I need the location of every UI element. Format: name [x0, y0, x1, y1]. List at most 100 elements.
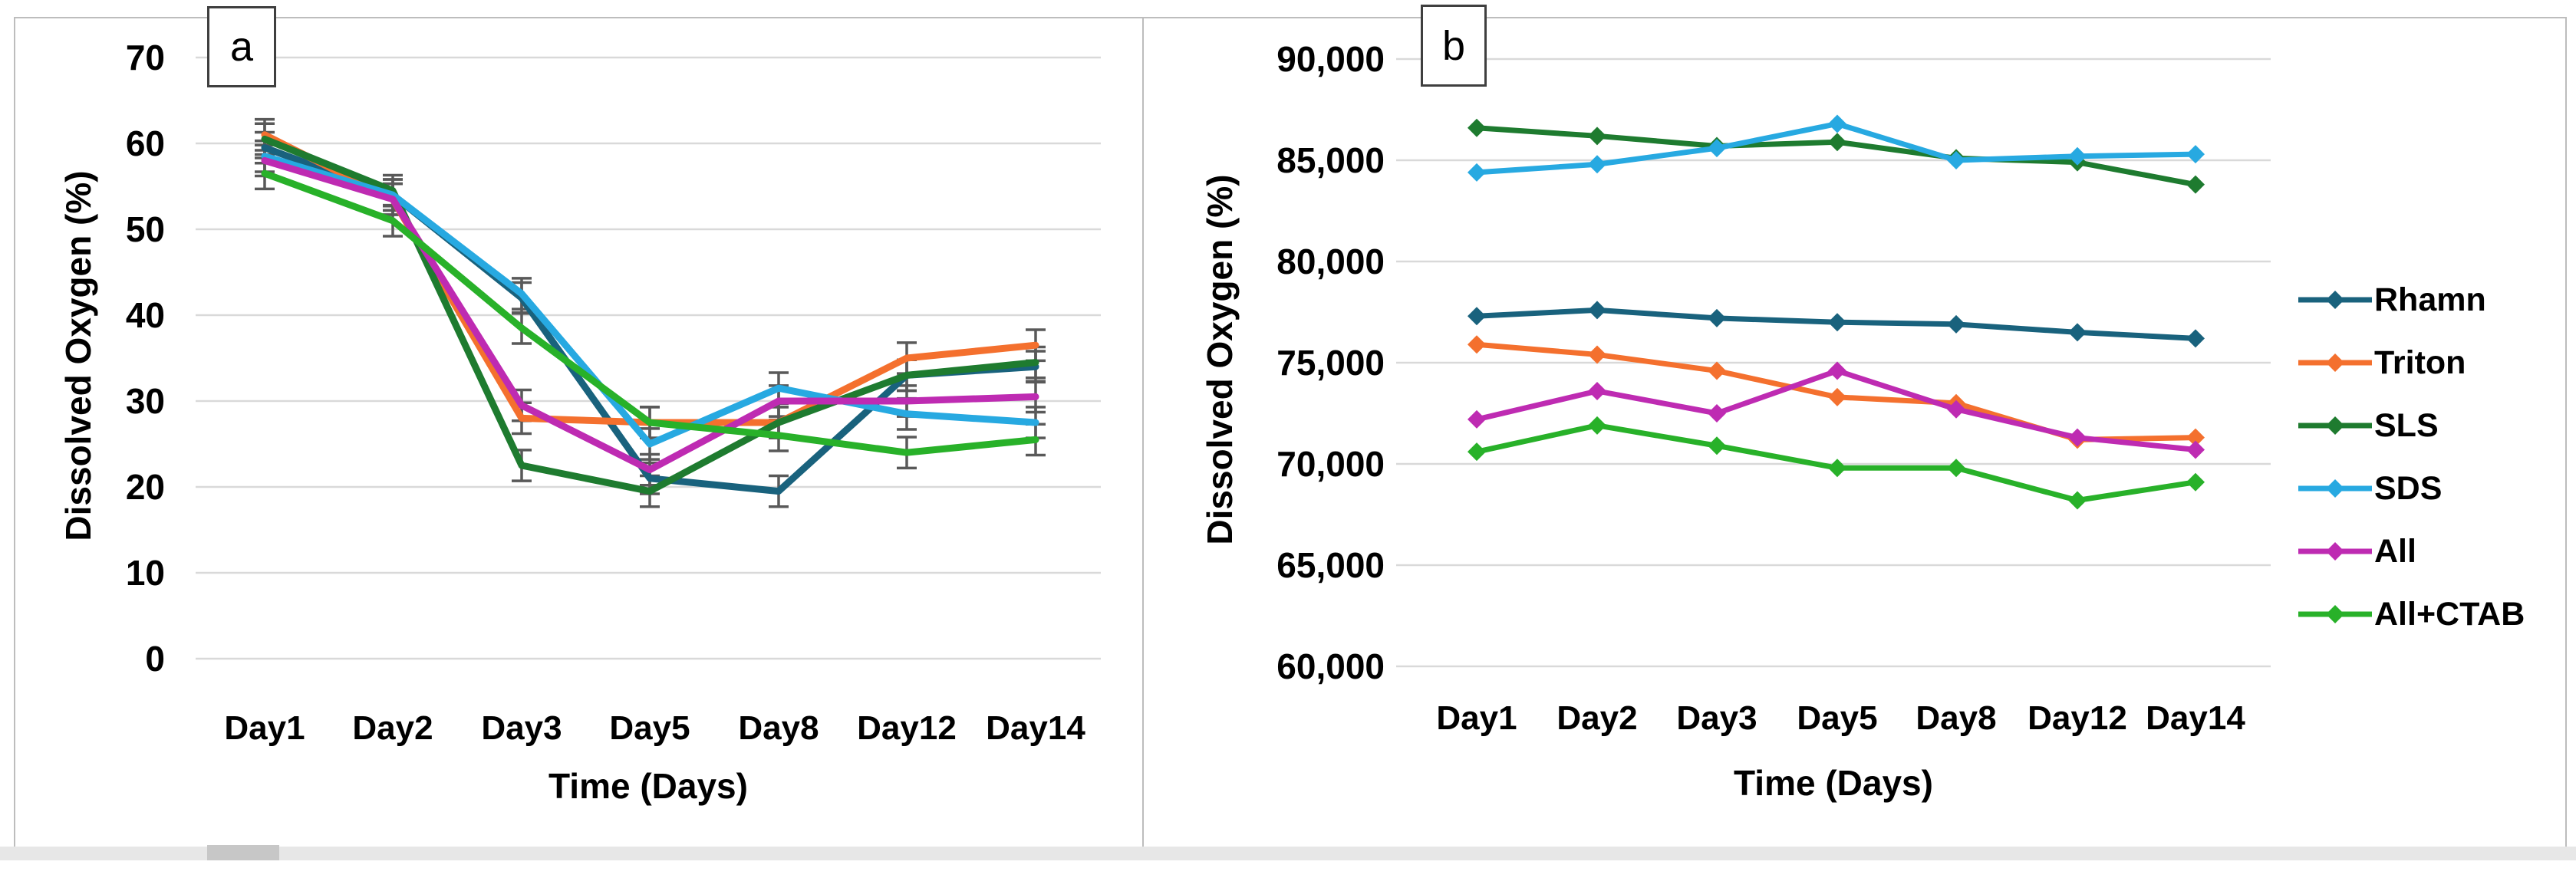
- panel-a-y-tick-label: 20: [125, 467, 165, 507]
- legend-swatch-icon: [2298, 416, 2372, 435]
- legend-item-All: All: [2298, 520, 2525, 583]
- panel-a-label-box: a: [207, 6, 276, 87]
- panel-b-x-axis-title: Time (Days): [1734, 763, 1933, 803]
- series-marker-SDS: [2068, 146, 2087, 166]
- panel-b-x-tick-label: Day14: [2146, 699, 2245, 737]
- legend-item-SLS: SLS: [2298, 394, 2525, 457]
- panel-b-x-tick-label: Day12: [2028, 699, 2127, 737]
- series-marker-Rhamn: [1468, 307, 1486, 326]
- panel-a-x-tick-label: Day8: [738, 709, 819, 747]
- panel-a-y-tick-label: 60: [125, 123, 165, 163]
- panel-b-x-tick-label: Day5: [1797, 699, 1878, 737]
- panel-a-x-tick-label: Day12: [857, 709, 957, 747]
- series-marker-SDS: [2186, 145, 2205, 164]
- series-marker-All+CTAB: [2186, 472, 2205, 492]
- series-marker-All+CTAB: [1828, 459, 1846, 478]
- panel-b-y-tick-label: 70,000: [1276, 444, 1385, 484]
- bottom-band-artifact: [207, 845, 279, 860]
- series-marker-SLS: [1468, 118, 1486, 137]
- panel-b-y-tick-label: 75,000: [1276, 343, 1385, 383]
- panel-b-x-tick-label: Day8: [1916, 699, 1997, 737]
- series-marker-SDS: [1588, 155, 1606, 174]
- series-marker-All: [1468, 409, 1486, 429]
- series-line-All+CTAB: [261, 169, 1039, 456]
- panel-a-y-axis-title: Dissolved Oxygen (%): [58, 170, 98, 541]
- series-marker-SDS: [1468, 163, 1486, 182]
- series-marker-Triton: [1468, 335, 1486, 354]
- panel-a-y-tick-label: 10: [125, 553, 165, 593]
- panel-a-x-tick-label: Day3: [481, 709, 562, 747]
- panel-b-y-tick-label: 60,000: [1276, 646, 1385, 686]
- series-marker-Triton: [1708, 361, 1726, 380]
- bottom-band: [0, 847, 2576, 860]
- series-marker-Triton: [1588, 345, 1606, 364]
- panel-a-x-tick-label: Day5: [609, 709, 690, 747]
- legend-item-Rhamn: Rhamn: [2298, 268, 2525, 331]
- panel-b-y-tick-label: 85,000: [1276, 140, 1385, 180]
- series-marker-All+CTAB: [1588, 416, 1606, 435]
- panel-a-x-tick-label: Day14: [986, 709, 1085, 747]
- figure-border: [14, 17, 2567, 848]
- panel-b-x-tick-label: Day1: [1436, 699, 1517, 737]
- panel-b-letter: b: [1441, 22, 1466, 69]
- series-marker-All+CTAB: [1468, 442, 1486, 462]
- panel-b-y-tick-label: 80,000: [1276, 242, 1385, 281]
- panel-a-x-axis-title: Time (Days): [548, 766, 748, 806]
- legend-swatch-icon: [2298, 291, 2372, 309]
- series-marker-SLS: [2186, 175, 2205, 194]
- legend-swatch-icon: [2298, 479, 2372, 498]
- series-marker-All: [2068, 428, 2087, 447]
- series-marker-Rhamn: [2068, 323, 2087, 342]
- series-marker-Triton: [2186, 428, 2205, 447]
- panel-divider: [1142, 17, 1144, 848]
- panel-b-y-axis-title: Dissolved Oxygen (%): [1200, 174, 1240, 545]
- legend-label: Rhamn: [2374, 281, 2486, 318]
- legend-label: SLS: [2374, 406, 2439, 444]
- legend-swatch-icon: [2298, 542, 2372, 561]
- series-marker-All: [1947, 400, 1965, 419]
- series-marker-All: [1828, 361, 1846, 380]
- legend-swatch-icon: [2298, 605, 2372, 623]
- series-marker-Rhamn: [1828, 313, 1846, 332]
- series-marker-Rhamn: [1588, 301, 1606, 320]
- legend: Rhamn Triton SLS SDS All All+CTAB: [2298, 268, 2525, 646]
- series-line-All: [261, 156, 1039, 474]
- panel-a-y-tick-label: 40: [125, 295, 165, 335]
- legend-item-Triton: Triton: [2298, 331, 2525, 394]
- series-marker-SDS: [1947, 151, 1965, 169]
- series-line-SDS: [261, 153, 1039, 448]
- series-marker-Rhamn: [1947, 314, 1965, 334]
- panel-b-x-tick-label: Day2: [1556, 699, 1638, 737]
- series-marker-All+CTAB: [2068, 491, 2087, 510]
- legend-label: All: [2374, 532, 2416, 570]
- series-line-All: [1474, 368, 2199, 453]
- legend-label: SDS: [2374, 469, 2443, 507]
- series-marker-SDS: [1828, 114, 1846, 133]
- series-marker-All+CTAB: [1708, 436, 1726, 455]
- series-marker-All+CTAB: [1947, 459, 1965, 478]
- legend-label: All+CTAB: [2374, 595, 2525, 633]
- legend-swatch-icon: [2298, 354, 2372, 372]
- series-marker-SDS: [1708, 139, 1726, 158]
- series-marker-Triton: [1828, 387, 1846, 406]
- panel-a-y-tick-label: 30: [125, 381, 165, 421]
- series-marker-All: [1708, 404, 1726, 423]
- panel-a-x-tick-label: Day2: [352, 709, 433, 747]
- panel-a-y-tick-label: 50: [125, 209, 165, 249]
- legend-label: Triton: [2374, 344, 2466, 381]
- series-marker-SLS: [1588, 127, 1606, 146]
- legend-item-All+CTAB: All+CTAB: [2298, 583, 2525, 646]
- panel-a-y-tick-label: 0: [145, 639, 165, 679]
- series-marker-Rhamn: [2186, 329, 2205, 348]
- panel-b-label-box: b: [1421, 5, 1487, 87]
- series-marker-All: [1588, 381, 1606, 400]
- panel-a-y-tick-label: 70: [125, 38, 165, 77]
- series-marker-SLS: [1828, 133, 1846, 152]
- panel-a-letter: a: [229, 24, 254, 70]
- panel-b-y-tick-label: 90,000: [1276, 39, 1385, 79]
- series-marker-All: [2186, 440, 2205, 459]
- panel-b-x-tick-label: Day3: [1676, 699, 1757, 737]
